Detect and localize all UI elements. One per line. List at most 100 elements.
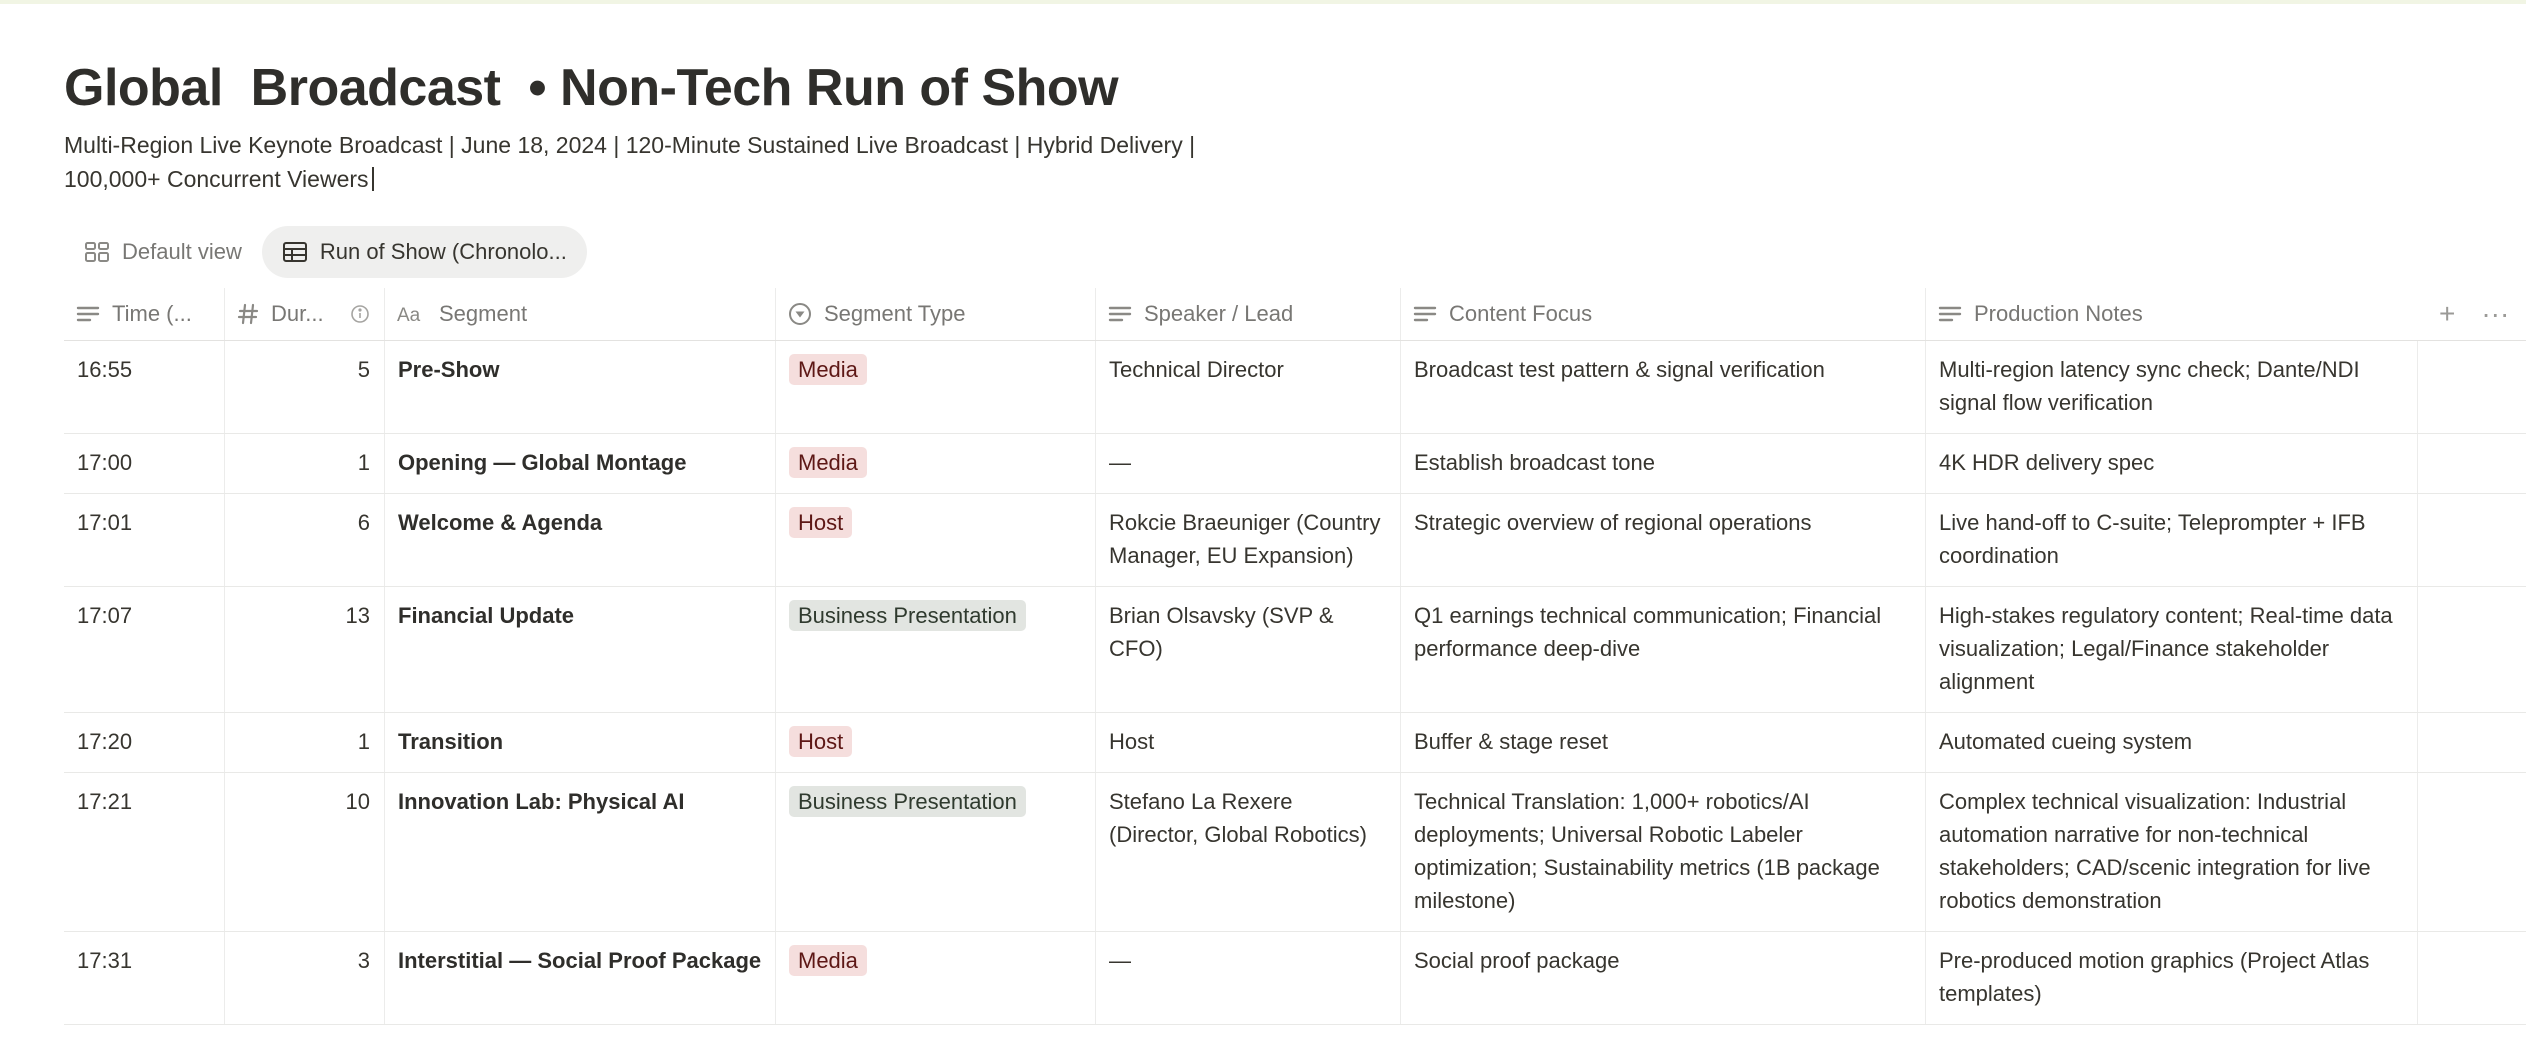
- time-cell[interactable]: 17:31: [64, 932, 224, 1024]
- column-label: Segment Type: [824, 301, 966, 326]
- run-of-show-table: Time (... Dur... Aa Segment Segment Type…: [64, 288, 2526, 1025]
- tab-run-of-show[interactable]: Run of Show (Chronolo...: [261, 226, 587, 278]
- speaker-cell[interactable]: —: [1095, 932, 1400, 1024]
- segment-type-tag: Host: [789, 507, 853, 538]
- duration-cell[interactable]: 13: [224, 587, 384, 712]
- segment-cell[interactable]: Transition: [384, 713, 775, 772]
- content-focus-cell-text: Q1 earnings technical communication; Fin…: [1414, 603, 1882, 661]
- time-cell[interactable]: 17:01: [64, 494, 224, 586]
- time-cell[interactable]: 17:00: [64, 434, 224, 493]
- segment-cell-text: Welcome & Agenda: [398, 510, 603, 535]
- time-cell[interactable]: 17:07: [64, 587, 224, 712]
- column-label: Time (...: [112, 301, 192, 326]
- production-notes-cell-text: Pre-produced motion graphics (Project At…: [1939, 948, 2370, 1006]
- production-notes-cell[interactable]: Live hand-off to C-suite; Teleprompter +…: [1925, 494, 2417, 586]
- table-row[interactable]: 17:01 6 Welcome & Agenda Host Rokcie Braeuni…: [64, 494, 2526, 587]
- page-description[interactable]: Multi-Region Live Keynote Broadcast | Ju…: [64, 128, 1294, 196]
- speaker-cell[interactable]: Stefano La Rexere (Director, Global Robo…: [1095, 773, 1400, 931]
- column-label: Speaker / Lead: [1144, 301, 1294, 326]
- content-focus-cell-text: Broadcast test pattern & signal verifica…: [1414, 357, 1825, 382]
- add-column-icon[interactable]: +: [2439, 298, 2456, 329]
- production-notes-cell[interactable]: 4K HDR delivery spec: [1925, 434, 2417, 493]
- segment-cell-text: Opening — Global Montage: [398, 450, 687, 475]
- segment-cell-text: Interstitial — Social Proof Package: [398, 948, 762, 973]
- production-notes-cell[interactable]: Pre-produced motion graphics (Project At…: [1925, 932, 2417, 1024]
- content-focus-cell-text: Social proof package: [1414, 948, 1620, 973]
- table-row[interactable]: 17:21 10 Innovation Lab: Physical AI Busine…: [64, 773, 2526, 932]
- speaker-cell-text: Host: [1109, 729, 1155, 754]
- table-row[interactable]: 17:00 1 Opening — Global Montage Media — Esta…: [64, 434, 2526, 494]
- column-header-speaker[interactable]: Speaker / Lead: [1095, 288, 1400, 340]
- view-tabs: Default view Run of Show (Chronolo...: [64, 226, 587, 278]
- segment-type-cell[interactable]: Host: [775, 713, 1095, 772]
- speaker-cell[interactable]: Host: [1095, 713, 1400, 772]
- content-focus-cell[interactable]: Buffer & stage reset: [1400, 713, 1925, 772]
- table-row[interactable]: 16:55 5 Pre-Show Media Technical Director Bro…: [64, 341, 2526, 434]
- svg-text:Aa: Aa: [397, 305, 421, 324]
- time-cell[interactable]: 17:20: [64, 713, 224, 772]
- column-header-production-notes[interactable]: Production Notes: [1925, 288, 2417, 340]
- time-cell[interactable]: 16:55: [64, 341, 224, 433]
- segment-cell[interactable]: Innovation Lab: Physical AI: [384, 773, 775, 931]
- content-focus-cell[interactable]: Strategic overview of regional operation…: [1400, 494, 1925, 586]
- segment-type-cell[interactable]: Media: [775, 341, 1095, 433]
- time-cell-text: 17:21: [77, 789, 133, 814]
- segment-type-cell[interactable]: Media: [775, 434, 1095, 493]
- segment-cell[interactable]: Welcome & Agenda: [384, 494, 775, 586]
- segment-type-cell[interactable]: Business Presentation: [775, 773, 1095, 931]
- description-line-2[interactable]: 100,000+ Concurrent Viewers: [64, 166, 369, 192]
- table-row[interactable]: 17:20 1 Transition Host Host Buffer & stage r…: [64, 713, 2526, 773]
- duration-cell[interactable]: 1: [224, 434, 384, 493]
- table-icon: [282, 242, 307, 262]
- production-notes-cell[interactable]: Multi-region latency sync check; Dante/N…: [1925, 341, 2417, 433]
- empty-cell: [2417, 434, 2526, 493]
- gallery-icon: [85, 242, 109, 262]
- segment-cell[interactable]: Opening — Global Montage: [384, 434, 775, 493]
- more-options-icon[interactable]: ···: [2481, 298, 2510, 329]
- column-label: Production Notes: [1974, 301, 2143, 326]
- segment-type-cell[interactable]: Media: [775, 932, 1095, 1024]
- column-header-content-focus[interactable]: Content Focus: [1400, 288, 1925, 340]
- table-row[interactable]: 17:31 3 Interstitial — Social Proof Packag…: [64, 932, 2526, 1025]
- content-focus-cell[interactable]: Q1 earnings technical communication; Fin…: [1400, 587, 1925, 712]
- content-focus-cell[interactable]: Social proof package: [1400, 932, 1925, 1024]
- tab-default-view[interactable]: Default view: [64, 226, 262, 278]
- time-cell-text: 17:07: [77, 603, 133, 628]
- description-line-1[interactable]: Multi-Region Live Keynote Broadcast | Ju…: [64, 132, 1196, 158]
- segment-type-cell[interactable]: Business Presentation: [775, 587, 1095, 712]
- speaker-cell-text: Stefano La Rexere (Director, Global Robo…: [1109, 789, 1367, 847]
- duration-cell[interactable]: 3: [224, 932, 384, 1024]
- content-focus-cell[interactable]: Broadcast test pattern & signal verifica…: [1400, 341, 1925, 433]
- speaker-cell-text: —: [1109, 948, 1131, 973]
- speaker-cell[interactable]: —: [1095, 434, 1400, 493]
- speaker-cell[interactable]: Rokcie Braeuniger (Country Manager, EU E…: [1095, 494, 1400, 586]
- column-header-time[interactable]: Time (...: [64, 288, 224, 340]
- info-icon[interactable]: [350, 304, 370, 324]
- table-row[interactable]: 17:07 13 Financial Update Business Presenta…: [64, 587, 2526, 713]
- time-cell[interactable]: 17:21: [64, 773, 224, 931]
- time-cell-text: 16:55: [77, 357, 133, 382]
- column-header-segment-type[interactable]: Segment Type: [775, 288, 1095, 340]
- production-notes-cell[interactable]: Automated cueing system: [1925, 713, 2417, 772]
- duration-cell-text: 3: [357, 948, 370, 973]
- column-header-duration[interactable]: Dur...: [224, 288, 384, 340]
- segment-type-cell[interactable]: Host: [775, 494, 1095, 586]
- segment-cell-text: Innovation Lab: Physical AI: [398, 789, 685, 814]
- column-header-segment[interactable]: Aa Segment: [384, 288, 775, 340]
- speaker-cell[interactable]: Brian Olsavsky (SVP & CFO): [1095, 587, 1400, 712]
- time-cell-text: 17:01: [77, 510, 133, 535]
- duration-cell[interactable]: 6: [224, 494, 384, 586]
- content-focus-cell[interactable]: Technical Translation: 1,000+ robotics/A…: [1400, 773, 1925, 931]
- production-notes-cell[interactable]: High-stakes regulatory content; Real-tim…: [1925, 587, 2417, 712]
- production-notes-cell[interactable]: Complex technical visualization: Industr…: [1925, 773, 2417, 931]
- speaker-cell[interactable]: Technical Director: [1095, 341, 1400, 433]
- content-focus-cell[interactable]: Establish broadcast tone: [1400, 434, 1925, 493]
- segment-cell[interactable]: Financial Update: [384, 587, 775, 712]
- segment-cell[interactable]: Interstitial — Social Proof Package: [384, 932, 775, 1024]
- duration-cell[interactable]: 5: [224, 341, 384, 433]
- segment-cell[interactable]: Pre-Show: [384, 341, 775, 433]
- duration-cell[interactable]: 1: [224, 713, 384, 772]
- page-title[interactable]: Global Broadcast • Non-Tech Run of Show: [64, 59, 1119, 117]
- duration-cell[interactable]: 10: [224, 773, 384, 931]
- column-label: Dur...: [271, 301, 324, 326]
